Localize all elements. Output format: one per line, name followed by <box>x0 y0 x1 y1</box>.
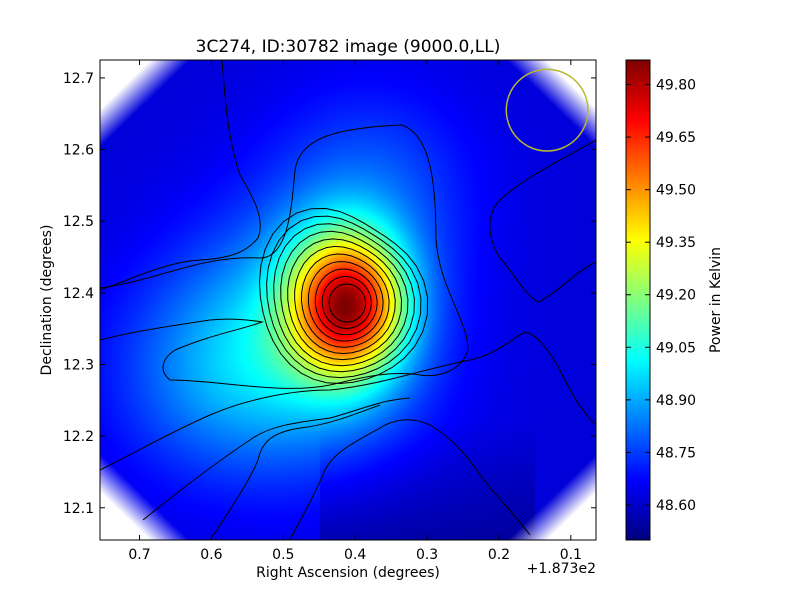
colorbar-ticks: 49.80 49.65 49.50 49.35 49.20 49.05 48.90 48.75… <box>626 78 696 514</box>
contour-line-inner <box>314 268 378 336</box>
heatmap-image <box>100 60 596 540</box>
y-axis-label: Declination (degrees) <box>39 225 55 376</box>
colorbar-label: Power in Kelvin <box>708 247 724 353</box>
x-tick-label: 0.7 <box>128 547 150 563</box>
contour-line-outer-7 <box>289 419 531 540</box>
contour-line-outer-3 <box>489 139 596 303</box>
contour-line-inner <box>287 238 403 361</box>
contour-line-outer-6 <box>209 404 381 540</box>
colorbar: 49.80 49.65 49.50 49.35 49.20 49.05 48.90 48.75… <box>625 59 724 541</box>
colorbar-tick-label: 48.90 <box>656 393 696 409</box>
y-axis: 12.7 12.6 12.5 12.4 12.3 12.2 12.1 <box>63 71 596 517</box>
contour-lines <box>100 60 596 540</box>
colorbar-tick-label: 49.20 <box>656 288 696 304</box>
y-tick-label: 12.3 <box>63 357 94 373</box>
contour-line-inner <box>321 275 372 330</box>
colorbar-tick-label: 49.80 <box>656 78 696 94</box>
contour-line-inner <box>280 230 409 367</box>
x-tick-label: 0.5 <box>272 547 294 563</box>
contour-line-inner <box>328 283 367 323</box>
contour-line-inner <box>294 245 396 355</box>
colorbar-gradient <box>625 59 651 541</box>
contour-line-outer-2 <box>100 60 261 291</box>
x-tick-label: 0.1 <box>560 547 582 563</box>
plot-frame <box>99 59 597 541</box>
x-axis-label: Right Ascension (degrees) <box>256 565 440 581</box>
y-tick-label: 12.2 <box>63 429 94 445</box>
y-tick-label: 12.4 <box>63 286 94 302</box>
colorbar-tick-label: 48.75 <box>656 445 696 461</box>
beam-circle <box>505 68 589 152</box>
x-axis-offset-label: +1.873e2 <box>527 561 596 577</box>
x-tick-label: 0.4 <box>344 547 366 563</box>
chart-title: 3C274, ID:30782 image (9000.0,LL) <box>196 37 501 57</box>
contour-line-inner <box>266 215 422 379</box>
y-tick-label: 12.5 <box>63 214 94 230</box>
contour-line-inner <box>300 253 390 348</box>
contour-line-outer-5 <box>142 397 411 521</box>
contour-line-outer-4 <box>100 331 596 471</box>
x-tick-label: 0.6 <box>200 547 222 563</box>
x-tick-label: 0.2 <box>488 547 510 563</box>
contour-line-outer-1 <box>100 124 469 389</box>
contour-line-inner <box>273 223 415 373</box>
colorbar-tick-label: 49.65 <box>656 130 696 146</box>
y-tick-label: 12.1 <box>63 501 94 517</box>
plot-area: 0.7 0.6 0.5 0.4 0.3 0.2 0.1 12.712.612.512.412… <box>63 59 597 563</box>
colorbar-tick-label: 49.05 <box>656 340 696 356</box>
x-tick-label: 0.3 <box>416 547 438 563</box>
y-tick-label: 12.7 <box>63 71 94 87</box>
x-axis: 0.7 0.6 0.5 0.4 0.3 0.2 0.1 <box>128 60 582 563</box>
colorbar-tick-label: 49.50 <box>656 183 696 199</box>
contour-line-inner <box>258 207 429 385</box>
y-tick-label: 12.6 <box>63 143 94 159</box>
colorbar-tick-label: 48.60 <box>656 498 696 514</box>
colorbar-tick-label: 49.35 <box>656 235 696 251</box>
contour-line-inner <box>307 261 384 342</box>
